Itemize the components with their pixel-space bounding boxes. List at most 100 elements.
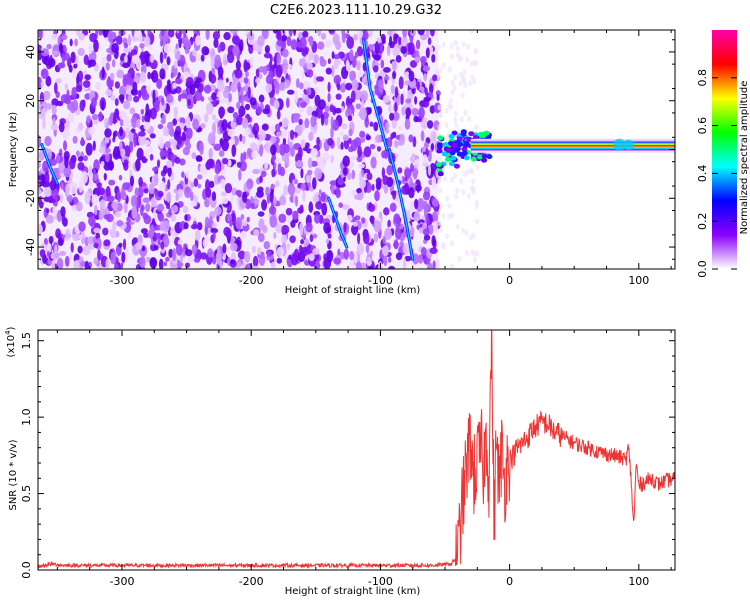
noise-blob <box>374 190 380 202</box>
noise-blob <box>368 107 372 114</box>
noise-blob <box>388 256 392 263</box>
noise-blob <box>184 47 190 55</box>
noise-blob <box>55 78 62 84</box>
noise-blob <box>207 132 216 145</box>
noise-blob <box>471 178 475 185</box>
noise-blob <box>118 174 123 181</box>
noise-blob <box>153 245 159 251</box>
noise-blob <box>45 214 54 224</box>
noise-blob <box>373 54 381 61</box>
noise-blob <box>121 251 126 264</box>
noise-blob <box>455 187 460 194</box>
noise-blob <box>278 213 287 223</box>
noise-blob <box>138 134 146 146</box>
noise-blob <box>316 76 324 82</box>
noise-blob <box>77 47 85 56</box>
noise-blob <box>330 155 334 163</box>
noise-blob <box>429 83 434 95</box>
noise-blob <box>250 142 257 151</box>
noise-blob <box>422 65 431 72</box>
noise-blob <box>145 53 149 67</box>
noise-blob <box>105 89 113 97</box>
noise-blob <box>367 51 371 59</box>
noise-blob <box>364 116 370 128</box>
noise-blob <box>321 137 326 143</box>
noise-blob <box>400 46 407 54</box>
noise-blob <box>64 155 69 169</box>
noise-blob <box>288 30 293 37</box>
noise-blob <box>56 257 64 269</box>
noise-blob <box>68 110 75 124</box>
noise-blob <box>273 99 280 110</box>
noise-blob <box>111 42 119 54</box>
noise-blob <box>191 152 197 160</box>
noise-blob <box>82 245 91 256</box>
noise-blob <box>350 139 358 152</box>
noise-blob <box>330 182 335 195</box>
noise-blob <box>61 214 66 226</box>
noise-blob <box>312 248 320 255</box>
noise-blob <box>227 128 235 137</box>
noise-blob <box>469 30 474 35</box>
noise-blob <box>168 248 174 258</box>
noise-blob <box>270 125 276 135</box>
noise-blob <box>197 183 202 189</box>
colorbar-gradient <box>712 30 737 269</box>
noise-blob <box>172 82 177 89</box>
noise-blob <box>59 250 67 256</box>
noise-blob <box>88 216 96 227</box>
noise-blob <box>230 259 235 265</box>
noise-blob <box>124 54 128 64</box>
noise-blob <box>404 118 411 130</box>
noise-blob <box>252 168 260 175</box>
noise-blob <box>307 36 314 43</box>
noise-blob <box>231 144 237 157</box>
signal-blob <box>445 147 452 153</box>
noise-blob <box>428 224 434 235</box>
noise-blob <box>422 228 430 236</box>
noise-blob <box>175 244 183 256</box>
noise-blob <box>217 45 222 53</box>
noise-blob <box>327 58 331 65</box>
noise-blob <box>144 111 151 124</box>
noise-blob <box>155 232 162 239</box>
signal-blob <box>463 140 470 146</box>
noise-blob <box>417 30 425 36</box>
noise-blob <box>251 265 260 269</box>
noise-blob <box>330 126 334 139</box>
noise-blob <box>453 39 458 46</box>
noise-blob <box>184 186 192 199</box>
noise-blob <box>250 202 256 210</box>
noise-blob <box>383 67 391 73</box>
noise-blob <box>144 35 151 47</box>
noise-blob <box>273 196 277 206</box>
noise-blob <box>245 70 249 78</box>
noise-blob <box>312 194 320 204</box>
noise-blob <box>341 105 345 113</box>
noise-blob <box>243 59 248 73</box>
noise-blob <box>54 167 58 175</box>
noise-blob <box>293 30 297 36</box>
noise-blob <box>61 34 68 41</box>
noise-blob <box>103 172 107 181</box>
noise-blob <box>339 131 344 137</box>
noise-blob <box>143 188 149 194</box>
noise-blob <box>93 39 99 53</box>
noise-blob <box>143 232 150 238</box>
noise-blob <box>368 30 373 38</box>
noise-blob <box>221 191 228 197</box>
noise-blob <box>342 134 349 142</box>
signal-blob <box>486 154 493 160</box>
noise-blob <box>258 253 266 266</box>
noise-blob <box>221 119 228 132</box>
noise-blob <box>453 173 457 180</box>
noise-blob <box>333 59 339 70</box>
colorbar: 0.0 0.2 0.4 0.6 0.8 Normalized spectral ampl… <box>696 30 750 278</box>
noise-blob <box>375 134 382 143</box>
noise-blob <box>323 222 331 234</box>
noise-blob <box>402 30 408 38</box>
noise-blob <box>276 257 282 264</box>
noise-blob <box>457 255 462 262</box>
snr-y-tick-label: 0.0 <box>20 561 33 579</box>
snr-x-tick-label: 100 <box>628 575 649 588</box>
